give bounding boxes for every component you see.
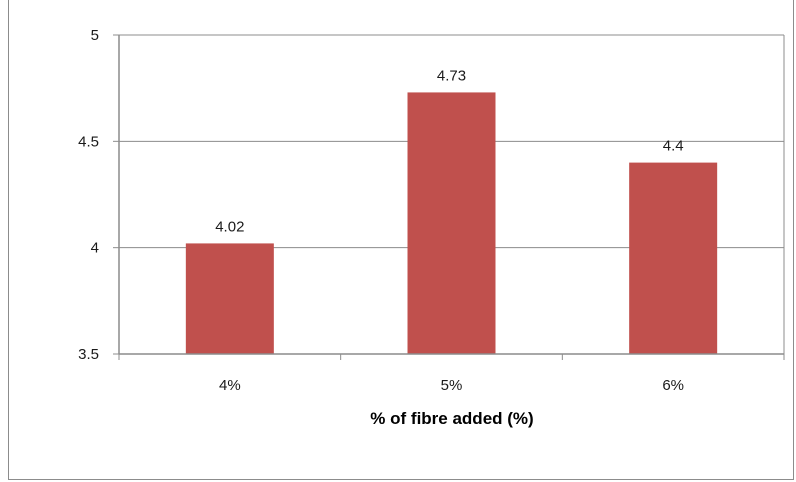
- data-label: 4.73: [437, 67, 466, 84]
- data-label: 4.4: [663, 138, 684, 155]
- data-labels: 4.02 4.73 4.4: [215, 67, 683, 235]
- bar-2: [407, 92, 496, 355]
- x-tick-labels: 4% 5% 6%: [219, 377, 684, 394]
- x-tick-label: 4%: [219, 377, 241, 394]
- y-tick-label: 4: [91, 240, 99, 257]
- y-tick-label: 5: [91, 27, 99, 44]
- y-tick-labels: 3.5 4 4.5 5: [78, 27, 99, 363]
- x-tick-label: 5%: [441, 377, 463, 394]
- bar-3: [629, 162, 718, 354]
- bar-1: [185, 243, 274, 354]
- y-tick-label: 4.5: [78, 133, 99, 150]
- x-tick-label: 6%: [662, 377, 684, 394]
- bars: [185, 92, 718, 355]
- data-label: 4.02: [215, 218, 244, 235]
- axes: [113, 34, 785, 360]
- x-axis-title: % of fibre added (%): [370, 409, 533, 428]
- y-tick-label: 3.5: [78, 346, 99, 363]
